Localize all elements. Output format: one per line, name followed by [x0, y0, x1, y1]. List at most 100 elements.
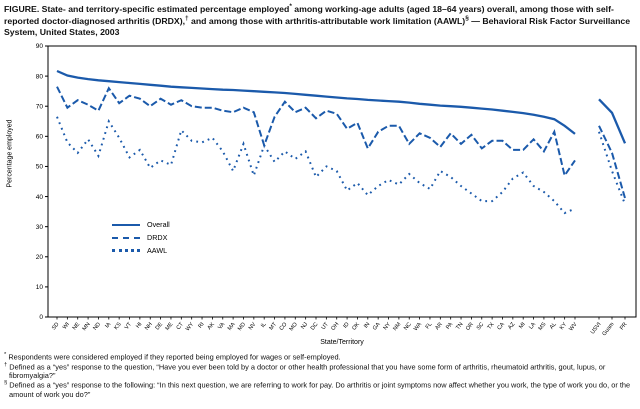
x-tick-label: SD — [51, 322, 61, 332]
x-tick-label: DE — [155, 321, 165, 331]
x-tick-label: TX — [487, 321, 496, 331]
title-text: and among those with arthritis-attributa… — [188, 15, 466, 26]
footnotes: * Respondents were considered employed i… — [4, 352, 637, 399]
x-tick-label: NV — [248, 321, 258, 331]
legend-label-overall: Overall — [147, 220, 170, 229]
x-axis-title: State/Territory — [320, 339, 364, 346]
x-tick-label: CO — [279, 321, 289, 332]
x-tick-label: CA — [497, 321, 507, 331]
x-tick-label: OR — [465, 322, 475, 332]
x-tick-label: RI — [197, 321, 205, 329]
title-footnote-marker: § — [465, 15, 469, 23]
footnote: § Defined as a “yes” response to the fol… — [4, 380, 637, 399]
title-footnote-marker: * — [289, 3, 292, 10]
x-tick-label: PR — [619, 322, 629, 332]
overall-line-sample — [112, 223, 140, 226]
y-axis-title: Percentage employed — [6, 119, 14, 188]
x-tick-label: TN — [455, 322, 464, 332]
x-tick-label: NJ — [300, 321, 309, 330]
y-axis: 0 10 20 30 40 50 60 70 80 90 — [36, 43, 48, 321]
series-drdx — [56, 86, 626, 199]
x-tick-label: OK — [351, 321, 361, 331]
legend-label-drdx: DRDX — [147, 233, 168, 242]
x-tick-label: MI — [518, 321, 527, 330]
series-line — [56, 116, 576, 215]
x-tick-label: ND — [92, 322, 102, 332]
aawl-line-sample — [112, 249, 140, 252]
x-tick-label: WI — [62, 321, 71, 330]
x-tick-label: ID — [342, 322, 350, 330]
x-tick-label: MD — [237, 322, 247, 333]
x-tick-label: VT — [124, 321, 133, 331]
series-line — [598, 131, 626, 205]
title-text: FIGURE. State- and territory-specific es… — [4, 3, 290, 14]
footnote: * Respondents were considered employed i… — [4, 352, 637, 362]
footnote-marker: † — [4, 361, 8, 368]
x-tick-label: UT — [321, 321, 331, 331]
title-text: among working-age adults (aged 18–64 yea… — [4, 3, 614, 26]
plot-frame — [47, 45, 637, 318]
x-tick-label: CT — [176, 321, 186, 331]
x-tick-label: Guam — [601, 321, 615, 337]
x-tick-label: ME — [165, 321, 175, 332]
x-tick-label: WA — [413, 321, 423, 332]
x-tick-label: IL — [260, 322, 268, 329]
footnote-text: Respondents were considered employed if … — [6, 352, 341, 362]
y-tick-label: 50 — [36, 164, 44, 171]
x-tick-label: MO — [289, 321, 300, 332]
x-tick-label: AL — [549, 322, 558, 331]
x-tick-label: IA — [104, 321, 112, 329]
legend-row-overall: Overall — [112, 218, 170, 231]
title-footnote-marker: † — [185, 15, 189, 23]
series-line — [56, 69, 576, 135]
x-axis: SD WI NE MN ND IA KS VT HI NH DE ME CT WY RI AK VA MA MD NV… — [51, 317, 629, 337]
y-tick-label: 10 — [36, 284, 44, 291]
x-tick-label: AZ — [507, 321, 516, 331]
x-tick-label: FL — [425, 322, 434, 331]
drdx-line-sample — [112, 236, 140, 239]
y-tick-label: 60 — [36, 134, 44, 141]
x-tick-label: MT — [268, 321, 278, 332]
x-tick-label: DC — [310, 322, 320, 332]
x-tick-label: OH — [330, 322, 340, 332]
y-tick-label: 0 — [39, 314, 43, 321]
series-line — [598, 98, 627, 144]
figure-title: FIGURE. State- and territory-specific es… — [4, 3, 637, 38]
y-tick-label: 90 — [36, 43, 44, 50]
x-tick-label: AR — [434, 322, 444, 332]
x-tick-label: NM — [392, 321, 402, 332]
y-tick-label: 30 — [36, 224, 44, 231]
x-tick-label: KY — [559, 321, 568, 331]
series-overall — [56, 69, 627, 144]
x-tick-label: SC — [476, 322, 486, 332]
series-line — [598, 125, 626, 199]
legend-row-aawl: AAWL — [112, 244, 170, 257]
legend-row-drdx: DRDX — [112, 231, 170, 244]
footnote-marker: § — [4, 380, 8, 387]
x-tick-label: IN — [363, 322, 371, 330]
x-tick-label: KS — [113, 321, 122, 331]
x-tick-label: WY — [185, 321, 195, 332]
y-tick-label: 40 — [36, 194, 44, 201]
title-text: — Behavioral Risk Factor Surveillance Sy… — [4, 15, 631, 38]
x-tick-label: NE — [72, 321, 82, 331]
footnote-marker: * — [4, 352, 7, 358]
x-tick-label: NH — [144, 322, 154, 332]
footnote-text: Defined as a “yes” response to the follo… — [7, 380, 631, 400]
series-line — [56, 86, 576, 178]
footnote-text: Defined as a “yes” response to the quest… — [7, 362, 606, 381]
y-tick-label: 70 — [36, 103, 44, 110]
y-tick-label: 20 — [36, 254, 44, 261]
x-tick-label: LA — [528, 321, 537, 330]
x-tick-label: VA — [217, 321, 226, 330]
x-tick-label: WV — [568, 321, 578, 332]
series-aawl — [56, 116, 626, 215]
x-tick-label: MS — [538, 321, 548, 332]
x-tick-label: AK — [207, 321, 216, 331]
footnote: † Defined as a “yes” response to the que… — [4, 362, 637, 381]
x-tick-label: PA — [445, 321, 454, 330]
x-tick-label: NC — [403, 322, 413, 332]
x-tick-label: HI — [135, 321, 143, 329]
x-tick-label: MA — [227, 321, 237, 332]
